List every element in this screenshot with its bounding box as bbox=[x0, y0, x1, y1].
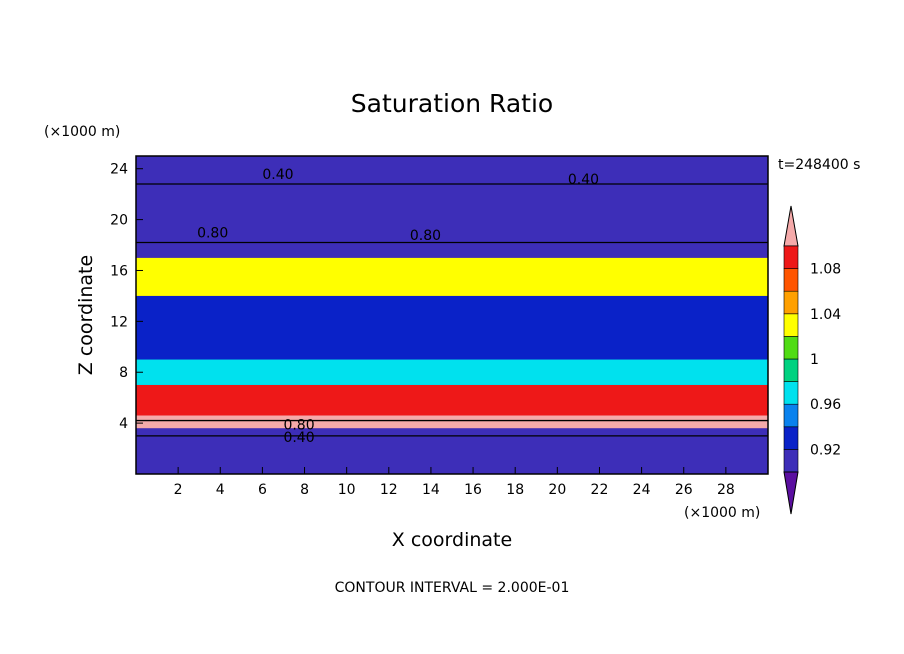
x-tick-label: 8 bbox=[300, 482, 309, 498]
colorbar-swatch bbox=[783, 426, 799, 450]
y-unit-label: (×1000 m) bbox=[44, 124, 120, 140]
field-band-4 bbox=[136, 295, 768, 360]
x-tick-label: 20 bbox=[548, 482, 566, 498]
contour-label: 0.80 bbox=[283, 417, 314, 433]
y-tick-label: 4 bbox=[119, 416, 128, 432]
y-axis-label: Z coordinate bbox=[75, 255, 97, 375]
x-unit-label: (×1000 m) bbox=[684, 505, 760, 521]
colorbar-swatch bbox=[783, 268, 799, 292]
y-tick-label: 16 bbox=[110, 263, 128, 279]
colorbar: 0.92 0.96 1 1.04 1.08 bbox=[783, 205, 841, 515]
x-tick-label: 22 bbox=[591, 482, 609, 498]
y-axis-ticks: 4 8 12 16 20 24 bbox=[110, 162, 143, 432]
x-tick-label: 12 bbox=[380, 482, 398, 498]
colorbar-swatch bbox=[783, 403, 799, 428]
x-tick-label: 4 bbox=[216, 482, 225, 498]
colorbar-swatch bbox=[783, 358, 799, 382]
x-tick-label: 6 bbox=[258, 482, 267, 498]
y-tick-label: 20 bbox=[110, 213, 128, 229]
contour-label: 0.40 bbox=[283, 430, 314, 446]
footer-contour-interval: CONTOUR INTERVAL = 2.000E-01 bbox=[335, 580, 570, 596]
field-band-6 bbox=[136, 156, 768, 258]
contour-label: 0.80 bbox=[410, 228, 441, 244]
plot-frame bbox=[135, 155, 769, 475]
colorbar-swatch bbox=[783, 313, 799, 337]
x-tick-label: 24 bbox=[633, 482, 651, 498]
x-tick-label: 2 bbox=[174, 482, 183, 498]
plot-area: 0.40 0.400.80 0.800.800.40 bbox=[136, 156, 768, 474]
contour-label: 0.40 bbox=[262, 167, 293, 183]
colorbar-bottom-arrow bbox=[783, 471, 799, 515]
colorbar-tick-label: 0.96 bbox=[810, 397, 841, 413]
colorbar-tick-label: 1 bbox=[810, 352, 819, 368]
colorbar-tick-label: 1.08 bbox=[810, 262, 841, 278]
colorbar-swatch bbox=[783, 381, 799, 405]
chart-title: Saturation Ratio bbox=[351, 89, 553, 118]
contour-label: 0.80 bbox=[197, 225, 228, 241]
x-tick-label: 16 bbox=[464, 482, 482, 498]
y-tick-label: 8 bbox=[119, 365, 128, 381]
x-tick-label: 14 bbox=[422, 482, 440, 498]
colorbar-tick-label: 1.04 bbox=[810, 307, 841, 323]
colorbar-swatch bbox=[783, 449, 799, 473]
colorbar-top-arrow bbox=[783, 205, 799, 247]
x-tick-label: 10 bbox=[338, 482, 356, 498]
y-tick-label: 24 bbox=[110, 162, 128, 178]
field-band-2 bbox=[136, 384, 768, 416]
colorbar-swatch bbox=[783, 245, 799, 269]
y-tick-label: 12 bbox=[110, 314, 128, 330]
field-band-5 bbox=[136, 257, 768, 296]
x-tick-label: 26 bbox=[675, 482, 693, 498]
field-band-1 bbox=[136, 415, 768, 429]
contour-label: 0.40 bbox=[568, 172, 599, 188]
colorbar-tick-label: 0.92 bbox=[810, 442, 841, 458]
x-tick-label: 28 bbox=[717, 482, 735, 498]
field-band-3 bbox=[136, 359, 768, 385]
colorbar-swatch bbox=[783, 290, 799, 315]
colorbar-swatch bbox=[783, 336, 799, 360]
x-axis-ticks: 2 4 6 8 10 12 14 16 18 20 22 24 26 28 bbox=[174, 467, 735, 498]
field-band-0 bbox=[136, 428, 768, 474]
x-axis-label: X coordinate bbox=[392, 529, 512, 551]
time-label: t=248400 s bbox=[778, 157, 860, 173]
x-tick-label: 18 bbox=[506, 482, 524, 498]
